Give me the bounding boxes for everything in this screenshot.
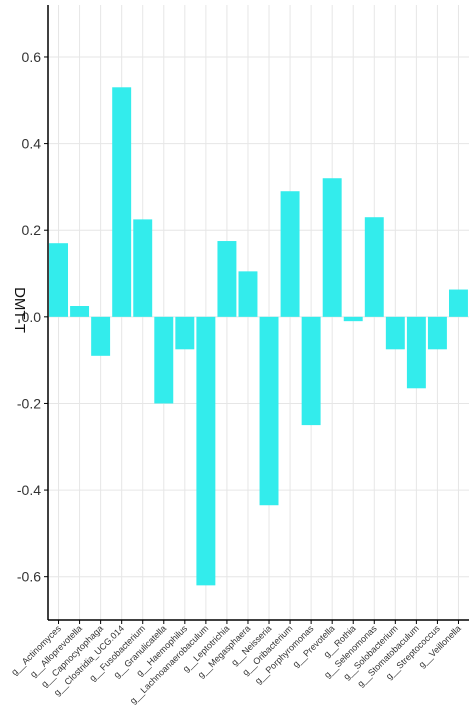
bar [343,316,363,322]
y-tick-label: -0.4 [17,482,41,498]
bar [406,316,426,389]
bar [427,316,447,350]
bar [196,316,216,586]
y-tick-label: 0.2 [22,222,42,238]
bar [322,178,342,317]
grid-lines [48,5,469,620]
y-axis-label: DMT-T [11,287,28,333]
bar [385,316,405,350]
bar [154,316,174,404]
bar [112,87,132,317]
bar [259,316,279,506]
y-tick-label: -0.6 [17,569,41,585]
y-tick-label: 0.0 [22,309,42,325]
y-tick-label: 0.4 [22,136,42,152]
y-tick-label: 0.6 [22,49,42,65]
x-tick-labels: g__Actinomycesg__Alloprevotellag__Capnoc… [9,623,463,706]
axes [44,5,469,624]
bar [49,243,68,317]
bar [449,289,468,317]
bar [280,191,300,317]
bar [217,241,237,317]
bar [301,316,321,426]
bars [49,87,468,586]
bar [133,219,153,317]
bar [91,316,111,356]
bar [70,306,90,317]
bar [175,316,195,350]
bar [364,217,384,317]
y-tick-label: -0.2 [17,395,41,411]
bar [238,271,258,317]
y-tick-labels: -0.6 -0.4 -0.2 0.0 0.2 0.4 0.6 [17,49,41,585]
